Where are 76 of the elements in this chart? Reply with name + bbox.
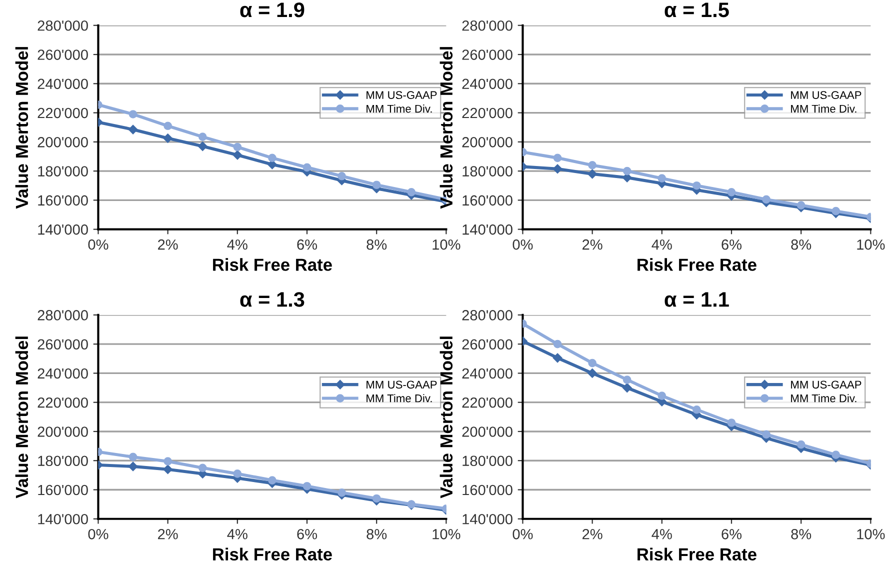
x-tick-label: 0%	[88, 528, 108, 540]
x-tick-label: 8%	[366, 239, 387, 250]
y-tick-label: 140'000	[38, 514, 88, 524]
y-tick-label: 160'000	[462, 484, 512, 496]
x-tick-label: 10%	[432, 528, 460, 540]
x-tick-label: 6%	[297, 239, 318, 250]
y-tick-label: 160'000	[38, 195, 88, 206]
y-tick-label: 180'000	[462, 456, 512, 466]
chart-title: α = 1.1	[664, 292, 729, 307]
x-tick-label: 8%	[366, 528, 387, 540]
chart-title: α = 1.5	[664, 2, 729, 18]
y-tick-label: 160'000	[38, 484, 88, 496]
x-tick-label: 10%	[857, 239, 885, 250]
legend-label: MM US-GAAP	[791, 91, 862, 100]
x-tick-label: 2%	[582, 528, 602, 540]
y-tick-label: 220'000	[462, 397, 512, 408]
x-tick-label: 0%	[88, 239, 108, 250]
x-tick-label: 4%	[652, 239, 672, 250]
legend-label: MM Time Div.	[366, 104, 432, 113]
y-tick-label: 240'000	[462, 78, 512, 90]
y-axis-title: Value Merton Model	[440, 336, 453, 498]
y-tick-label: 220'000	[38, 397, 88, 408]
x-tick-label: 6%	[722, 528, 742, 540]
y-tick-label: 240'000	[38, 368, 88, 379]
x-tick-label: 10%	[432, 239, 460, 250]
y-tick-label: 280'000	[38, 20, 88, 31]
x-tick-label: 8%	[791, 239, 812, 250]
y-tick-label: 260'000	[462, 50, 512, 60]
chart-title: α = 1.3	[240, 292, 304, 307]
legend-label: MM Time Div.	[366, 394, 432, 402]
y-tick-label: 180'000	[38, 166, 88, 176]
y-tick-label: 220'000	[462, 108, 512, 118]
y-tick-label: 140'000	[38, 224, 88, 235]
x-tick-label: 4%	[227, 529, 248, 540]
x-tick-label: 4%	[227, 239, 248, 250]
legend-label: MM Time Div.	[791, 104, 856, 113]
legend-label: MM Time Div.	[791, 394, 856, 402]
y-tick-label: 200'000	[38, 426, 88, 437]
y-tick-label: 180'000	[462, 166, 512, 176]
x-axis-title: Risk Free Rate	[213, 258, 332, 271]
y-tick-label: 200'000	[38, 137, 88, 148]
y-tick-label: 260'000	[38, 50, 88, 60]
x-tick-label: 0%	[512, 239, 533, 250]
y-tick-label: 200'000	[462, 426, 512, 437]
x-tick-label: 2%	[158, 239, 178, 250]
y-axis-title: Value Merton Model	[440, 47, 453, 209]
x-tick-label: 2%	[158, 528, 178, 540]
chart-title: α = 1.9	[240, 2, 304, 18]
y-tick-label: 140'000	[462, 224, 512, 235]
y-tick-label: 160'000	[462, 195, 512, 206]
y-tick-label: 260'000	[462, 339, 512, 350]
y-tick-label: 200'000	[462, 137, 512, 148]
x-tick-label: 6%	[722, 239, 742, 250]
x-tick-label: 0%	[512, 528, 533, 540]
x-axis-title: Risk Free Rate	[213, 548, 332, 561]
y-tick-label: 260'000	[38, 339, 88, 350]
legend-label: MM US-GAAP	[366, 380, 437, 389]
y-tick-label: 180'000	[38, 456, 88, 466]
x-tick-label: 6%	[297, 528, 318, 540]
y-axis-title: Value Merton Model	[15, 336, 28, 498]
y-tick-label: 280'000	[462, 20, 512, 31]
x-tick-label: 10%	[857, 528, 885, 540]
x-tick-label: 2%	[582, 239, 602, 250]
x-axis-title: Risk Free Rate	[638, 548, 756, 561]
y-tick-label: 240'000	[462, 368, 512, 379]
y-tick-label: 240'000	[38, 78, 88, 90]
y-tick-label: 140'000	[462, 514, 512, 524]
x-tick-label: 4%	[652, 529, 672, 540]
legend-label: MM US-GAAP	[791, 380, 862, 389]
y-tick-label: 220'000	[38, 108, 88, 118]
y-tick-label: 280'000	[38, 310, 88, 320]
y-tick-label: 280'000	[462, 310, 512, 320]
y-axis-title: Value Merton Model	[15, 47, 28, 209]
x-axis-title: Risk Free Rate	[638, 258, 756, 271]
x-tick-label: 8%	[791, 528, 812, 540]
legend-label: MM US-GAAP	[366, 91, 437, 100]
